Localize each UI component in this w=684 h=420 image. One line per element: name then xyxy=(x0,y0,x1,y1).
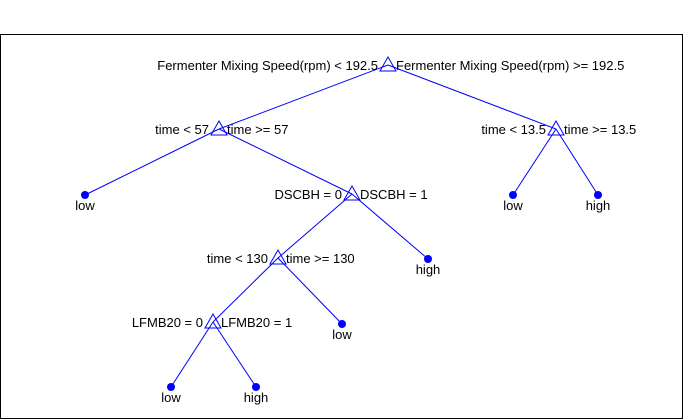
tree-edge xyxy=(218,64,389,130)
leaf-label: high xyxy=(586,198,611,213)
tree-nodes xyxy=(81,55,602,391)
leaf-node-marker xyxy=(338,320,346,328)
tree-edge xyxy=(212,257,279,323)
tree-edge xyxy=(277,257,343,325)
leaf-node-marker xyxy=(424,255,432,263)
split-node-marker xyxy=(210,119,228,136)
tree-labels: Fermenter Mixing Speed(rpm) < 192.5 Ferme… xyxy=(75,58,636,405)
split-right-label: time >= 13.5 xyxy=(564,122,636,137)
split-left-label: Fermenter Mixing Speed(rpm) < 192.5 xyxy=(157,58,378,73)
tree-edge xyxy=(84,128,220,196)
split-right-label: time >= 130 xyxy=(286,251,355,266)
tree-edge xyxy=(512,128,557,196)
leaf-node-marker xyxy=(594,191,602,199)
split-left-label: LFMB20 = 0 xyxy=(132,315,203,330)
plot-frame xyxy=(0,34,683,419)
split-right-label: time >= 57 xyxy=(227,122,288,137)
split-node-marker xyxy=(269,248,287,265)
leaf-label: low xyxy=(75,198,95,213)
tree-edge xyxy=(351,193,429,260)
tree-edge xyxy=(387,64,557,130)
leaf-node-marker xyxy=(252,383,260,391)
leaf-label: high xyxy=(416,262,441,277)
leaf-label: low xyxy=(332,327,352,342)
tree-edge xyxy=(555,128,599,196)
split-right-label: Fermenter Mixing Speed(rpm) >= 192.5 xyxy=(396,58,624,73)
split-right-label: LFMB20 = 1 xyxy=(221,315,292,330)
tree-edge xyxy=(212,321,257,388)
leaf-node-marker xyxy=(509,191,517,199)
tree-edge xyxy=(170,321,214,388)
split-left-label: time < 130 xyxy=(207,251,268,266)
split-node-marker xyxy=(379,55,397,72)
tree-edge xyxy=(218,128,353,195)
tree-edge xyxy=(277,193,353,259)
leaf-node-marker xyxy=(167,383,175,391)
leaf-node-marker xyxy=(81,191,89,199)
split-left-label: DSCBH = 0 xyxy=(274,187,342,202)
split-left-label: time < 57 xyxy=(155,122,209,137)
split-right-label: DSCBH = 1 xyxy=(360,187,428,202)
split-node-marker xyxy=(343,184,361,201)
split-node-marker xyxy=(547,119,565,136)
leaf-label: low xyxy=(503,198,523,213)
split-left-label: time < 13.5 xyxy=(481,122,546,137)
leaf-label: high xyxy=(244,390,269,405)
split-node-marker xyxy=(204,312,222,329)
leaf-label: low xyxy=(161,390,181,405)
tree-edges xyxy=(84,64,599,388)
